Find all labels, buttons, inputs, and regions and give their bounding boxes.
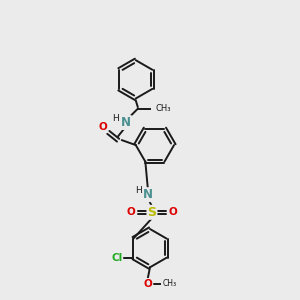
Text: H: H (112, 114, 119, 123)
Text: S: S (148, 206, 157, 219)
Text: CH₃: CH₃ (163, 280, 177, 289)
Text: N: N (143, 188, 153, 201)
Text: N: N (121, 116, 131, 129)
Text: O: O (98, 122, 107, 132)
Text: H: H (135, 186, 142, 195)
Text: O: O (168, 207, 177, 217)
Text: CH₃: CH₃ (155, 104, 171, 113)
Text: O: O (127, 207, 136, 217)
Text: O: O (144, 279, 152, 289)
Text: Cl: Cl (111, 253, 122, 263)
